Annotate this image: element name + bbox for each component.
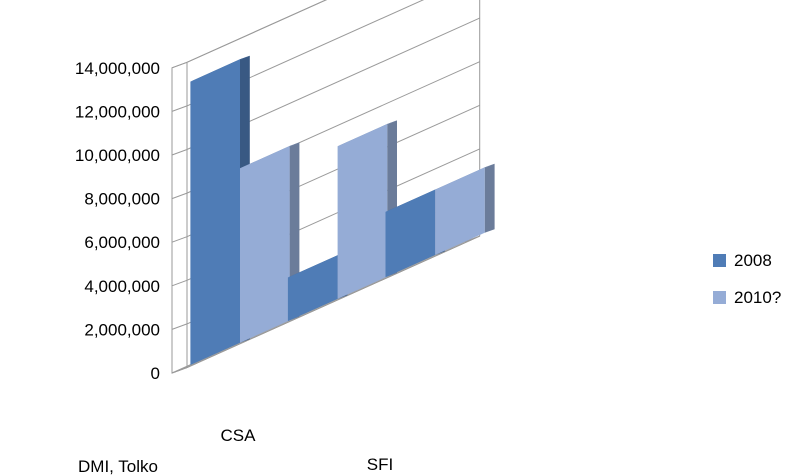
- y-tick-label: 2,000,000: [84, 320, 160, 339]
- bar-front: [190, 59, 240, 366]
- y-tick-label: 4,000,000: [84, 277, 160, 296]
- category-label: DMI, Tolko: [78, 457, 158, 476]
- y-axis-ticks: 0 2,000,000 4,000,000 6,000,000 8,000,000 10,…: [75, 59, 160, 383]
- y-tick-label: 12,000,000: [75, 102, 160, 121]
- bar-front: [287, 255, 338, 322]
- gridline: [171, 235, 480, 374]
- category-label: SFI: [367, 455, 393, 474]
- bar-front: [385, 189, 436, 278]
- legend-swatch: [713, 254, 726, 267]
- gridline: [171, 0, 425, 112]
- gridline: [171, 17, 480, 156]
- gridline: [171, 0, 327, 69]
- y-tick-label: 14,000,000: [75, 59, 160, 78]
- y-tick-label: 6,000,000: [84, 233, 160, 252]
- legend-label: 2010?: [734, 288, 781, 307]
- bar-front: [337, 124, 388, 299]
- bars: [190, 55, 495, 366]
- bar-front: [240, 146, 290, 343]
- legend-swatch: [713, 291, 726, 304]
- gridline: [171, 61, 480, 200]
- category-label: CSA: [221, 426, 257, 445]
- y-tick-label: 10,000,000: [75, 146, 160, 165]
- legend: 2008 2010?: [713, 251, 781, 307]
- bar-1-1: [337, 120, 397, 299]
- bar-side: [484, 163, 495, 233]
- bar-front: [435, 167, 485, 255]
- legend-label: 2008: [734, 251, 772, 270]
- x-axis-categories: CSA SFI DMI, Tolko: [78, 426, 393, 476]
- bar-2-1: [435, 163, 495, 255]
- y-tick-label: 8,000,000: [84, 190, 160, 209]
- y-tick-label: 0: [151, 364, 160, 383]
